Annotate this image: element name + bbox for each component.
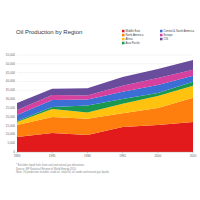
y-tick-label: 15,000 [6,124,16,128]
y-tick-label: 10,000 [6,132,16,136]
legend: Middle EastNorth AmericaAfricaAsia Pacif… [122,29,195,45]
footnote: Note: Oil production includes crude oil,… [16,170,110,174]
areas [17,60,193,152]
y-tick-label: 25,000 [6,106,16,110]
legend-swatch [122,34,125,37]
y-tick-label: 30,000 [6,97,16,101]
y-tick-label: 20,000 [6,115,16,119]
grid-line [17,55,193,56]
x-tick-label: 1985 [49,154,56,158]
x-axis [17,152,193,153]
y-tick-label: 40,000 [6,79,16,83]
legend-swatch [160,38,163,41]
legend-swatch [160,34,163,37]
footnote: Source: BP Statistical Review of World E… [16,167,76,171]
footnote: * Excludes liquid fuels from coal and na… [16,163,85,167]
y-tick-label: 50,000 [6,62,16,66]
legend-swatch [122,30,125,33]
legend-swatch [160,30,163,33]
chart: Oil Production by Region05,00010,00015,0… [0,0,200,200]
legend-label: CIS [164,37,169,41]
legend-swatch [122,42,125,45]
grid-line [17,63,193,64]
legend-label: Asia Pacific [126,41,141,45]
x-tick-label: 1980 [14,154,21,158]
y-tick-label: 55,000 [6,53,16,57]
y-tick-label: 5,000 [7,141,15,145]
x-tick-label: 1990 [84,154,91,158]
x-tick-label: 2005 [190,154,197,158]
legend-swatch [122,38,125,41]
y-tick-label: 45,000 [6,71,16,75]
x-tick-label: 2000 [154,154,161,158]
x-tick-label: 1995 [119,154,126,158]
y-tick-label: 35,000 [6,88,16,92]
area [17,60,193,110]
title: Oil Production by Region [16,29,82,35]
